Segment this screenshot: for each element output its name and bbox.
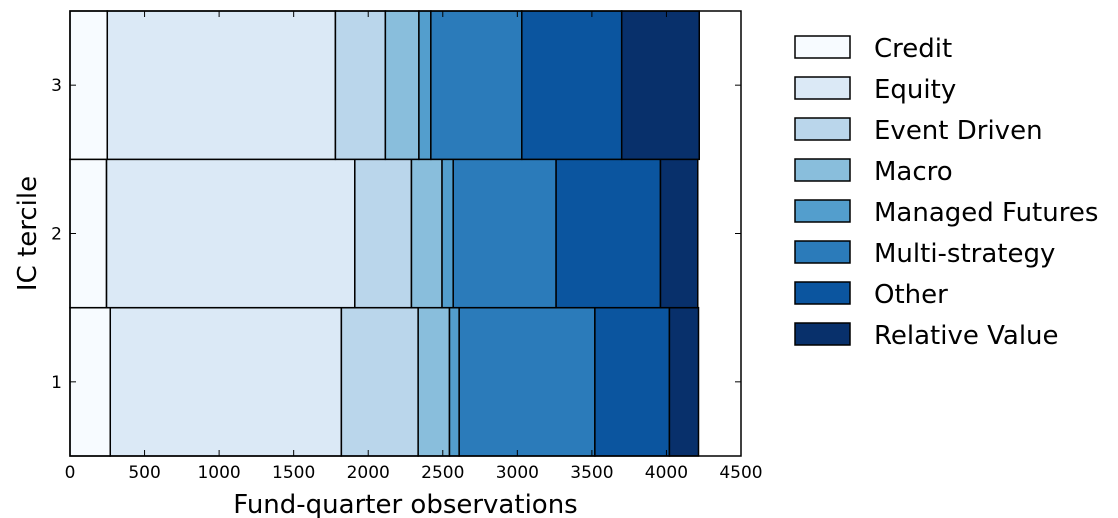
legend-swatch-multi-strategy — [795, 241, 850, 263]
bar-segment-equity-tercile-2 — [107, 159, 355, 307]
x-tick-label: 2000 — [347, 463, 390, 483]
y-axis-label: IC tercile — [13, 176, 43, 291]
y-tick-label: 3 — [51, 76, 62, 96]
bar-segment-managed-futures-tercile-1 — [449, 308, 459, 456]
legend-label-equity: Equity — [874, 75, 956, 105]
legend-swatch-event-driven — [795, 118, 850, 140]
bar-segment-event-driven-tercile-3 — [335, 11, 385, 159]
legend-swatch-managed-futures — [795, 200, 850, 222]
legend-label-managed-futures: Managed Futures — [874, 198, 1098, 228]
bar-segment-equity-tercile-1 — [110, 308, 341, 456]
bar-segment-other-tercile-1 — [595, 308, 670, 456]
legend-label-event-driven: Event Driven — [874, 116, 1043, 146]
bars-group — [70, 11, 699, 456]
legend-label-macro: Macro — [874, 157, 953, 187]
bar-segment-relative-value-tercile-1 — [669, 308, 698, 456]
legend-swatch-macro — [795, 159, 850, 181]
bar-segment-event-driven-tercile-1 — [341, 308, 418, 456]
y-tick-label: 1 — [51, 373, 62, 393]
x-tick-label: 1500 — [272, 463, 315, 483]
legend-label-multi-strategy: Multi-strategy — [874, 239, 1055, 269]
bar-segment-managed-futures-tercile-2 — [442, 159, 453, 307]
bar-segment-multi-strategy-tercile-2 — [453, 159, 556, 307]
bar-segment-relative-value-tercile-2 — [660, 159, 697, 307]
legend-label-credit: Credit — [874, 34, 952, 64]
legend-swatch-credit — [795, 36, 850, 58]
bar-segment-credit-tercile-1 — [70, 308, 110, 456]
legend-label-relative-value: Relative Value — [874, 321, 1059, 351]
bar-segment-event-driven-tercile-2 — [355, 159, 412, 307]
legend-swatch-relative-value — [795, 323, 850, 345]
x-tick-label: 4500 — [719, 463, 762, 483]
x-axis-label: Fund-quarter observations — [233, 490, 577, 518]
x-tick-label: 4000 — [645, 463, 688, 483]
bar-segment-multi-strategy-tercile-1 — [459, 308, 595, 456]
bar-segment-managed-futures-tercile-3 — [419, 11, 431, 159]
x-tick-label: 500 — [128, 463, 160, 483]
bar-segment-equity-tercile-3 — [107, 11, 335, 159]
bar-segment-other-tercile-2 — [556, 159, 660, 307]
bar-segment-multi-strategy-tercile-3 — [431, 11, 522, 159]
x-tick-label: 2500 — [421, 463, 464, 483]
bar-segment-macro-tercile-3 — [385, 11, 419, 159]
bar-segment-macro-tercile-1 — [418, 308, 449, 456]
y-tick-label: 2 — [51, 225, 62, 245]
bar-segment-other-tercile-3 — [522, 11, 622, 159]
x-tick-label: 0 — [65, 463, 76, 483]
legend-label-other: Other — [874, 280, 948, 310]
legend-swatch-equity — [795, 77, 850, 99]
x-tick-label: 3500 — [570, 463, 613, 483]
x-tick-label: 1000 — [197, 463, 240, 483]
legend: Credit Equity Event Driven Macro Managed Fut… — [795, 34, 1098, 351]
x-tick-label: 3000 — [496, 463, 539, 483]
legend-swatch-other — [795, 282, 850, 304]
bar-segment-macro-tercile-2 — [411, 159, 442, 307]
bar-segment-relative-value-tercile-3 — [622, 11, 700, 159]
